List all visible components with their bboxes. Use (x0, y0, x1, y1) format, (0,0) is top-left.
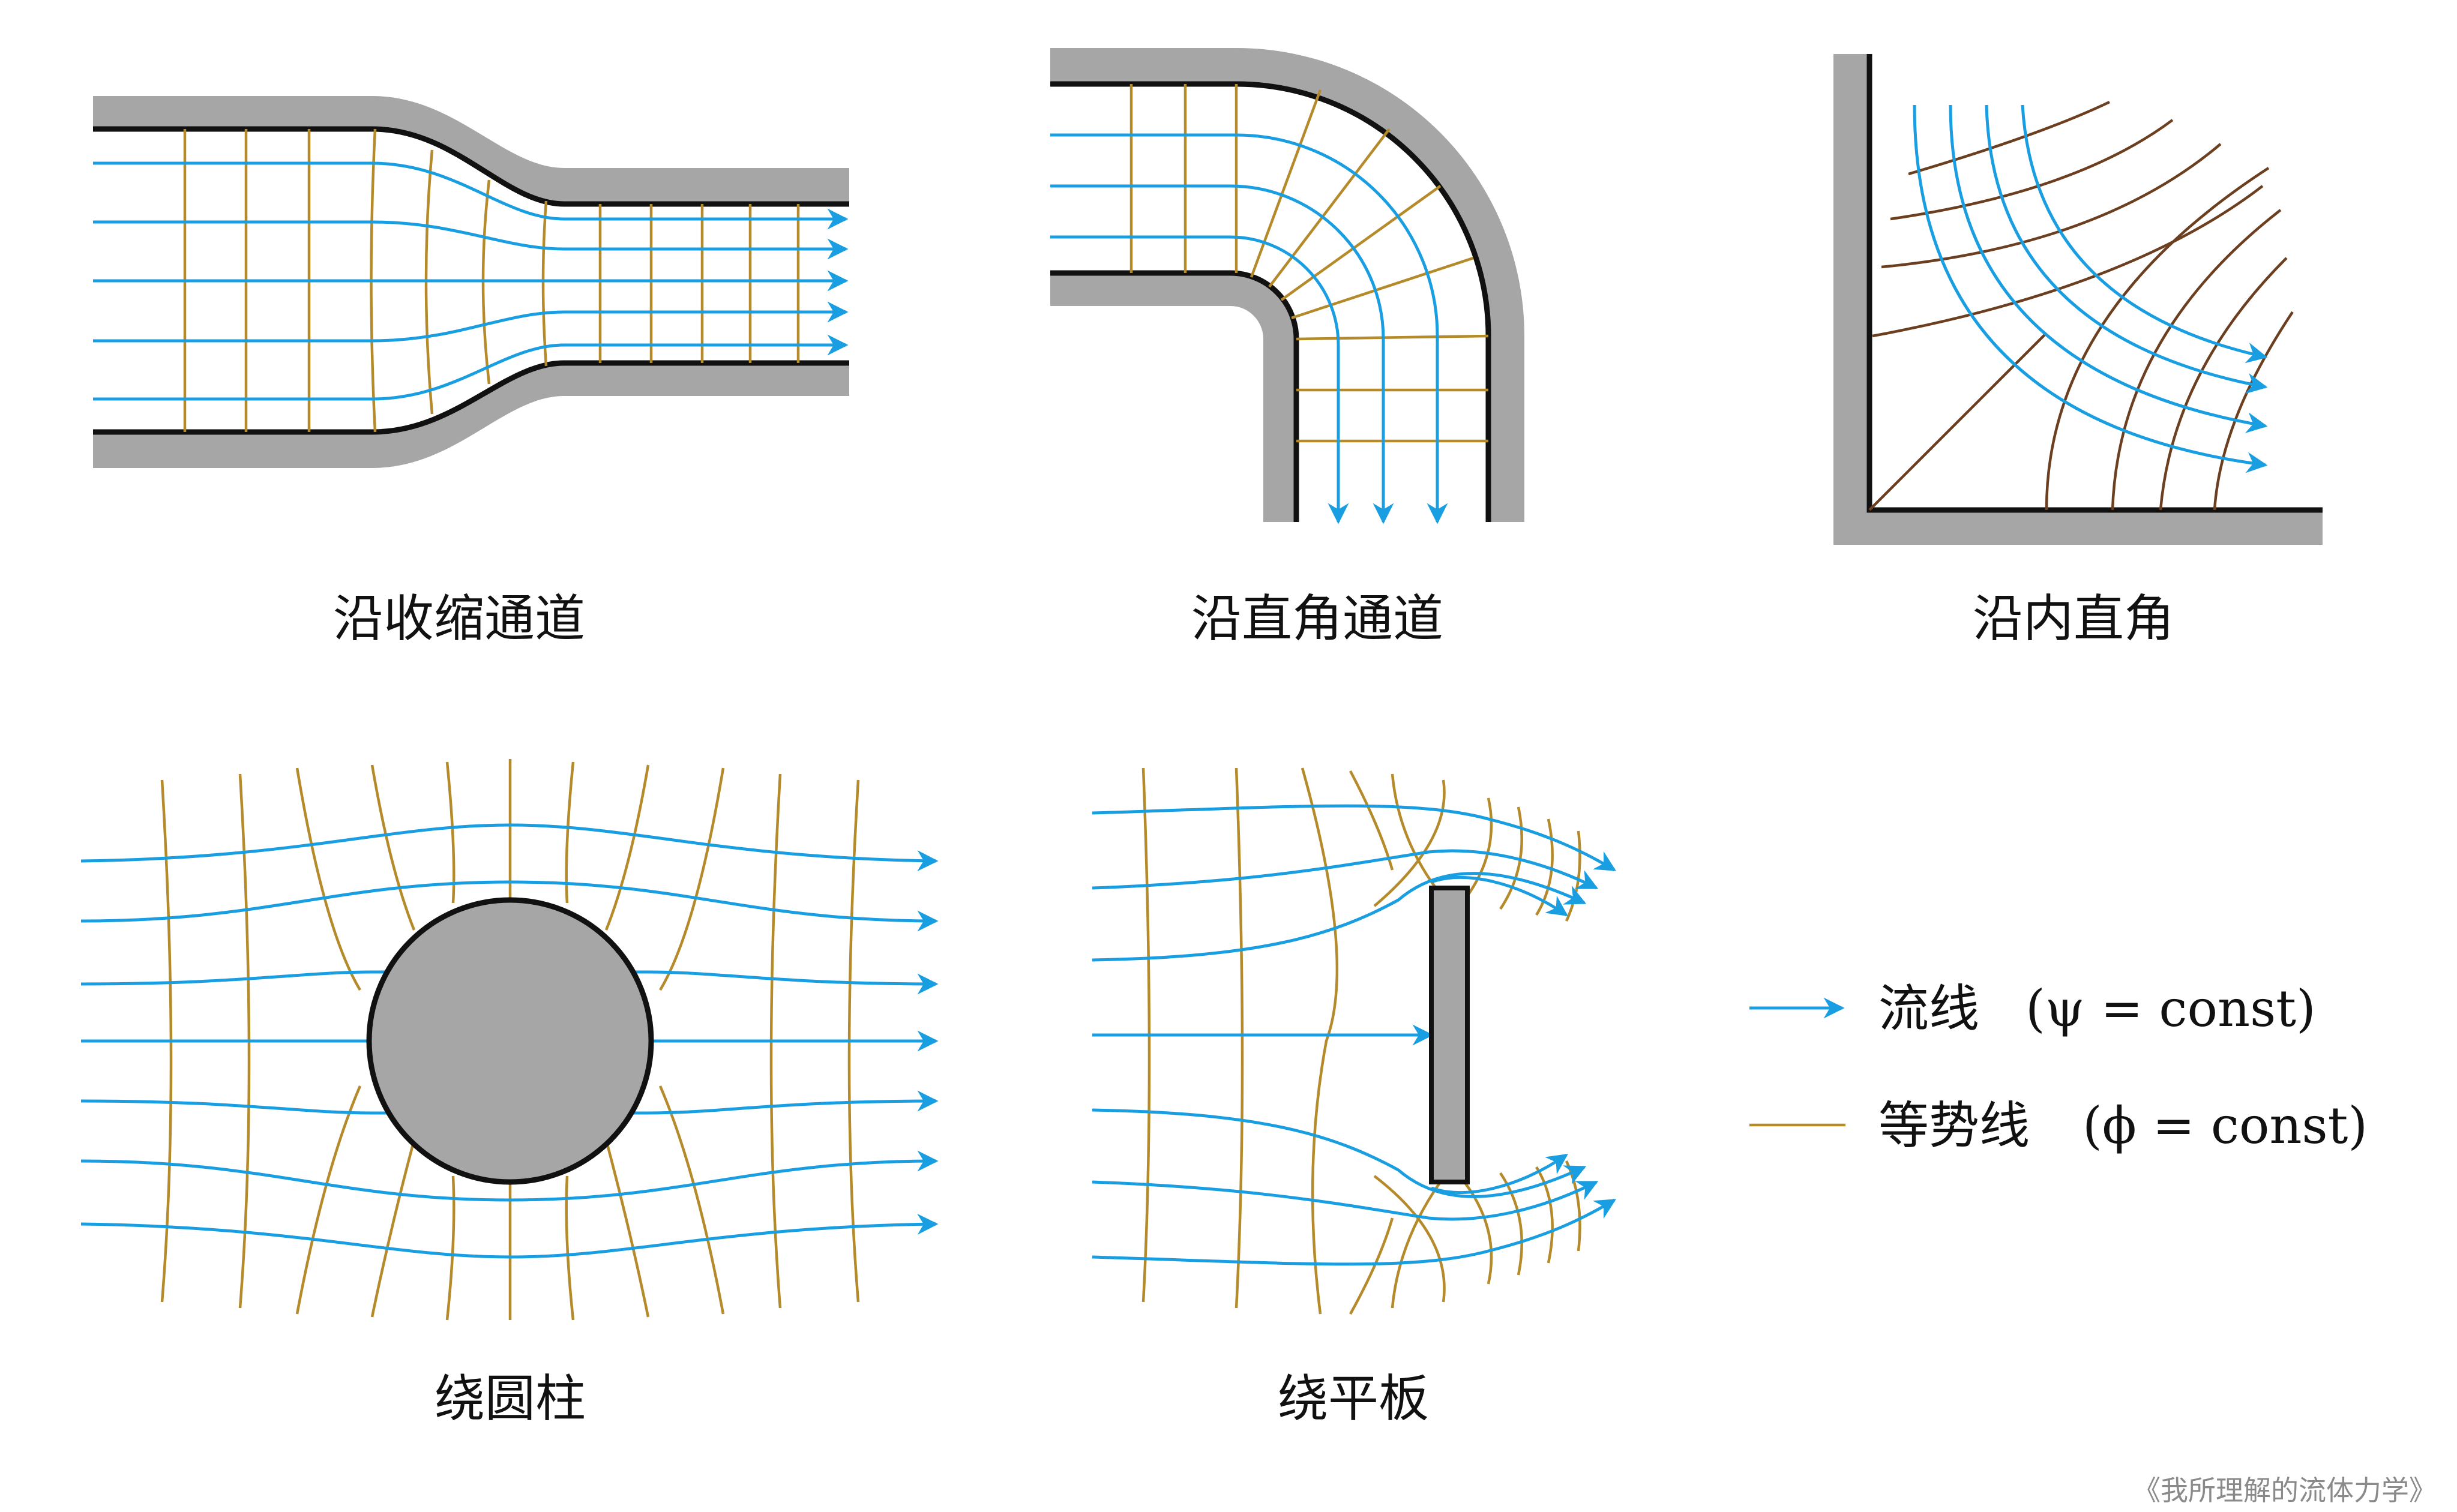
caption-elbow: 沿直角通道 (1191, 589, 1443, 648)
panel-elbow: 沿直角通道 (1050, 48, 1524, 648)
panel-plate: 绕平板 (1092, 767, 1617, 1428)
caption-cylinder: 绕圆柱 (435, 1369, 586, 1428)
legend-streamline-label: 流线 (1878, 979, 1979, 1038)
elbow-equipotentials (1129, 84, 1489, 443)
legend-streamline-formula: (ψ = const) (2025, 979, 2316, 1038)
cylinder-body (366, 897, 654, 1185)
legend-streamline: 流线 (ψ = const) (1749, 979, 2316, 1038)
elbow-walls (1050, 48, 1524, 522)
watermark: 《我所理解的流体力学》 (2133, 1474, 2437, 1507)
legend-equipotential-formula: (ϕ = const) (2083, 1096, 2368, 1155)
corner-streamlines (1913, 104, 2268, 473)
contraction-streamlines (93, 161, 849, 401)
legend: 流线 (ψ = const) 等势线 (ϕ = const) (1749, 979, 2368, 1155)
corner-equipotentials (1868, 100, 2294, 511)
panel-cylinder: 绕圆柱 (80, 759, 939, 1428)
caption-plate: 绕平板 (1278, 1369, 1429, 1428)
panel-corner: 沿内直角 (1833, 54, 2323, 648)
caption-contraction: 沿收缩通道 (333, 589, 585, 648)
contraction-walls (93, 96, 849, 468)
plate-streamlines (1092, 804, 1617, 1266)
panel-contraction: 沿收缩通道 (93, 96, 849, 648)
caption-corner: 沿内直角 (1973, 589, 2174, 648)
elbow-streamlines (1050, 133, 1448, 524)
plate-equipotentials (1141, 767, 1581, 1315)
legend-equipotential-label: 等势线 (1878, 1096, 2030, 1155)
legend-equipotential: 等势线 (ϕ = const) (1749, 1096, 2368, 1155)
flat-plate-body (1429, 886, 1470, 1184)
